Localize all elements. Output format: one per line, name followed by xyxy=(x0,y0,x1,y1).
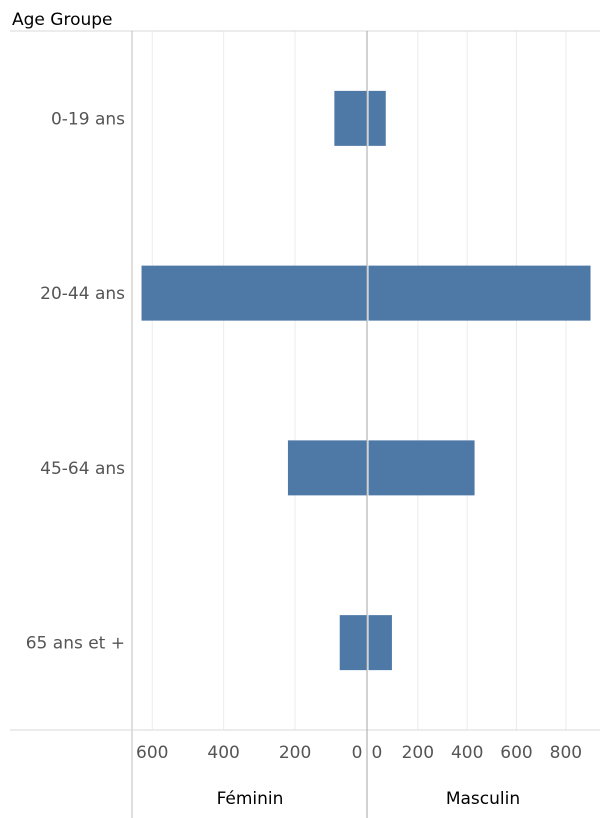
bar-masculin xyxy=(368,265,591,321)
bar-masculin xyxy=(368,615,392,671)
chart-frame xyxy=(10,30,600,818)
category-label: 45-64 ans xyxy=(40,459,125,479)
masculin-tick-label: 400 xyxy=(451,743,483,763)
masculin-tick-label: 0 xyxy=(372,743,383,763)
category-labels: 0-19 ans 20-44 ans 45-64 ans 65 ans et + xyxy=(26,109,125,653)
masculin-tick-label: 200 xyxy=(402,743,434,763)
bar-feminin xyxy=(141,265,367,321)
bars xyxy=(141,90,591,671)
masculin-tick-label: 800 xyxy=(550,743,582,763)
category-label: 65 ans et + xyxy=(26,634,125,654)
bar-masculin xyxy=(368,90,386,146)
bar-feminin xyxy=(287,440,367,496)
category-label: 20-44 ans xyxy=(40,284,125,304)
bar-masculin xyxy=(368,440,475,496)
masculin-tick-label: 600 xyxy=(500,743,532,763)
axis-tick-labels: 600 400 200 0 0 200 400 600 800 xyxy=(136,743,582,763)
feminin-tick-label: 600 xyxy=(136,743,168,763)
category-label: 0-19 ans xyxy=(51,109,125,129)
feminin-tick-label: 200 xyxy=(279,743,311,763)
row-header-title: Age Groupe xyxy=(12,10,113,30)
feminin-tick-label: 400 xyxy=(207,743,239,763)
feminin-tick-label: 0 xyxy=(352,743,363,763)
bar-feminin xyxy=(339,615,367,671)
gridlines xyxy=(151,31,567,730)
bar-feminin xyxy=(334,90,367,146)
masculin-axis-title: Masculin xyxy=(446,789,520,809)
feminin-axis-title: Féminin xyxy=(217,789,284,809)
